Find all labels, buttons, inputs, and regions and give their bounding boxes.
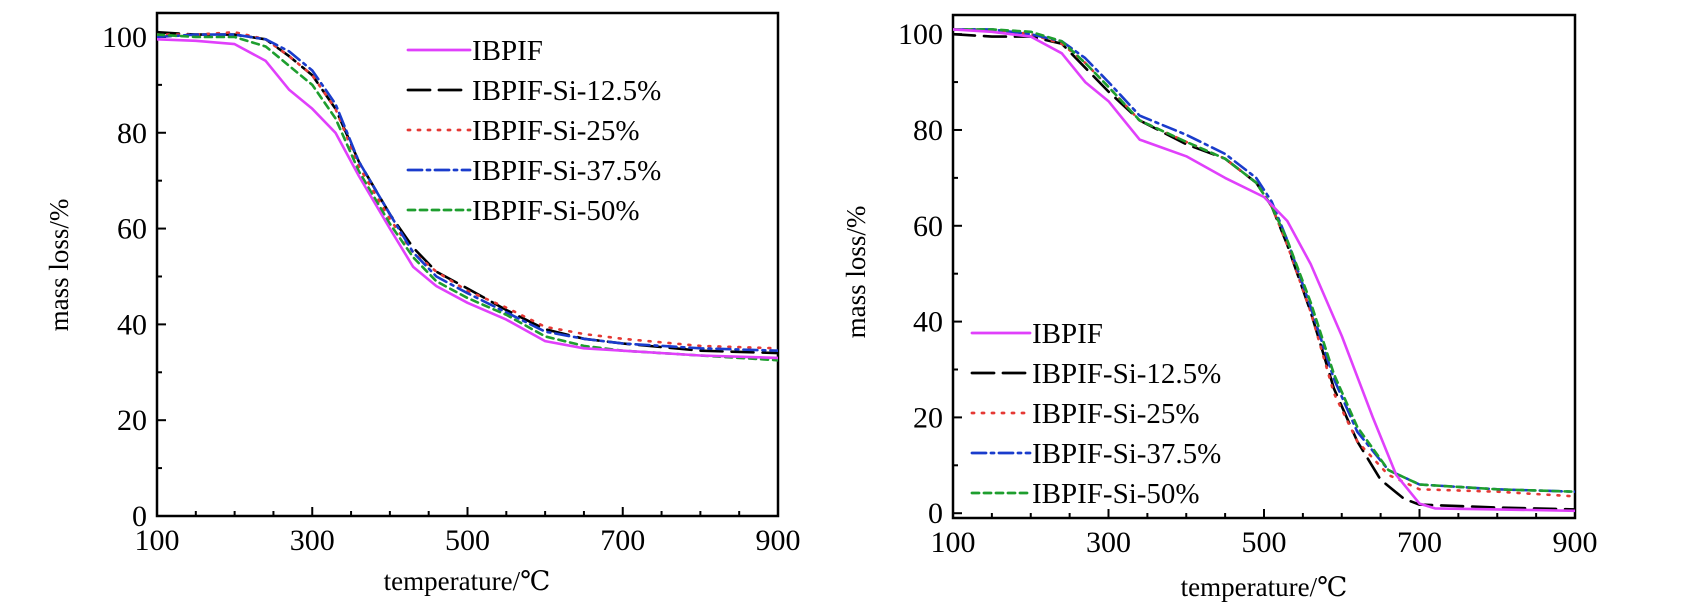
y-tick-label: 20 [913, 401, 943, 434]
y-tick-label: 100 [898, 18, 943, 51]
x-axis-label: temperature/℃ [1181, 572, 1348, 602]
y-tick-label: 0 [132, 500, 147, 533]
series-line-ibpif-si-12-5 [953, 32, 1575, 511]
series-line-ibpif [157, 38, 778, 360]
legend-label: IBPIF-Si-25% [1032, 398, 1200, 430]
x-tick-label: 500 [1242, 526, 1287, 559]
x-tick-label: 700 [1397, 526, 1442, 559]
y-tick-label: 40 [117, 308, 147, 341]
y-tick-label: 80 [913, 114, 943, 147]
plot-frame [155, 11, 780, 518]
y-axis-label: mass loss/% [44, 199, 74, 332]
x-tick-label: 100 [931, 526, 976, 559]
series-line-ibpif-si-25 [157, 30, 778, 350]
x-tick-label: 500 [445, 524, 490, 557]
x-tick-label: 900 [756, 524, 801, 557]
x-tick-label: 700 [600, 524, 645, 557]
chart-panel-2: 100 300 500 700 900 0 20 40 60 80 100 temperature/℃… [841, 13, 1598, 602]
legend: IBPIF IBPIF-Si-12.5% IBPIF-Si-25% IBPIF-Si-… [406, 35, 661, 227]
y-tick-label: 100 [102, 21, 147, 54]
legend-label: IBPIF-Si-50% [1032, 478, 1200, 510]
y-tick-label: 40 [913, 306, 943, 339]
series-line-ibpif-si-12-5 [157, 30, 778, 355]
legend-label: IBPIF-Si-37.5% [1032, 438, 1221, 470]
series-line-ibpif [953, 28, 1575, 513]
legend-label: IBPIF-Si-12.5% [1032, 358, 1221, 390]
series-line-ibpif-si-37-5 [157, 33, 778, 352]
x-tick-label: 100 [135, 524, 180, 557]
x-tick-label: 900 [1553, 526, 1598, 559]
legend-label: IBPIF-Si-50% [472, 195, 640, 227]
legend-label: IBPIF [1032, 318, 1103, 350]
y-axis-label: mass loss/% [841, 206, 871, 339]
x-axis-label: temperature/℃ [384, 566, 551, 596]
chart-panel-1: 100 300 500 700 900 0 20 40 60 80 100 temperature/℃… [44, 11, 801, 596]
y-tick-label: 0 [928, 497, 943, 530]
series-line-ibpif-si-50 [953, 28, 1575, 493]
y-tick-label: 80 [117, 117, 147, 150]
y-tick-label: 20 [117, 404, 147, 437]
legend-label: IBPIF-Si-37.5% [472, 155, 661, 187]
legend-label: IBPIF-Si-25% [472, 115, 640, 147]
legend-label: IBPIF-Si-12.5% [472, 75, 661, 107]
y-tick-label: 60 [913, 210, 943, 243]
legend-label: IBPIF [472, 35, 543, 67]
series-line-ibpif-si-50 [157, 33, 778, 362]
legend: IBPIF IBPIF-Si-12.5% IBPIF-Si-25% IBPIF-Si-… [970, 318, 1221, 510]
x-tick-label: 300 [1086, 526, 1131, 559]
x-tick-label: 300 [290, 524, 335, 557]
y-tick-label: 60 [117, 213, 147, 246]
